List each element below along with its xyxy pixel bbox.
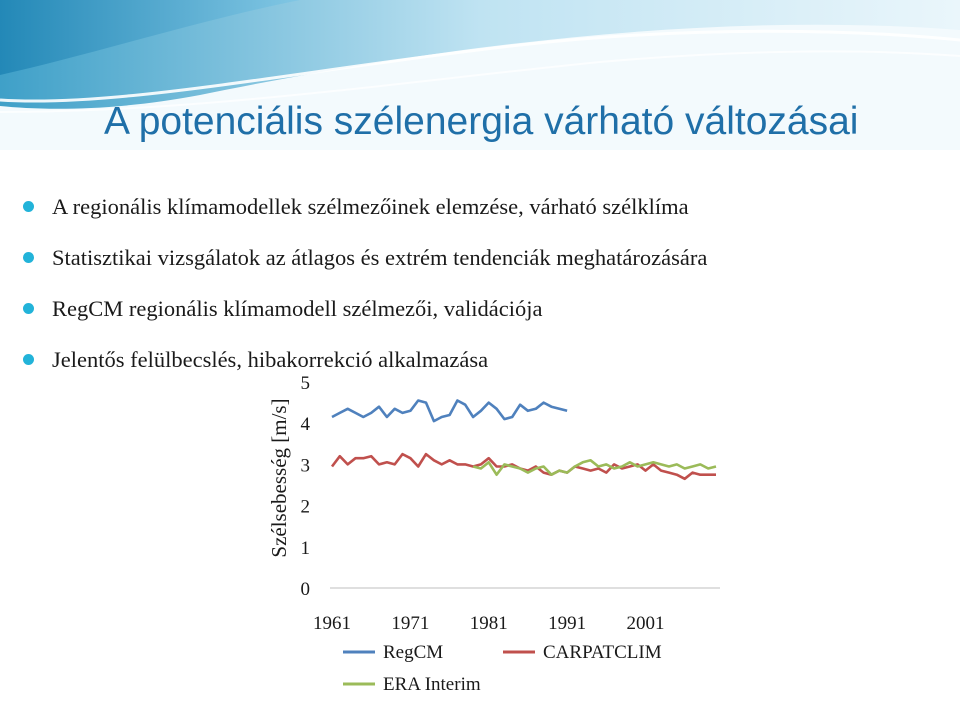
bullet-item: RegCM regionális klímamodell szélmezői, … — [0, 292, 707, 343]
series-line-era-interim — [472, 459, 717, 476]
bullet-text: RegCM regionális klímamodell szélmezői, … — [52, 296, 543, 321]
x-tick-label: 1981 — [470, 613, 508, 634]
bullet-dot-icon — [23, 252, 34, 263]
y-tick-labels: 0 1 2 3 4 5 — [301, 373, 311, 600]
bullet-text: Jelentős felülbecslés, hibakorrekció alk… — [52, 347, 489, 372]
y-tick-label: 5 — [301, 373, 311, 394]
bullet-dot-icon — [23, 354, 34, 365]
x-tick-label: 1961 — [313, 613, 351, 634]
legend: RegCM CARPATCLIM ERA Interim — [343, 642, 662, 695]
bullet-text: A regionális klímamodellek szélmezőinek … — [52, 194, 689, 219]
bullet-item: A regionális klímamodellek szélmezőinek … — [0, 190, 707, 241]
bullet-list: A regionális klímamodellek szélmezőinek … — [0, 190, 707, 394]
bullet-item: Jelentős felülbecslés, hibakorrekció alk… — [0, 343, 707, 394]
x-tick-label: 1971 — [391, 613, 429, 634]
x-tick-labels: 1961 1971 1981 1991 2001 — [313, 613, 664, 634]
series-line-regcm — [331, 399, 568, 423]
title-banner — [0, 0, 960, 150]
y-tick-label: 1 — [301, 538, 311, 559]
bullet-dot-icon — [23, 303, 34, 314]
y-tick-label: 0 — [301, 579, 311, 600]
x-tick-label: 1991 — [548, 613, 586, 634]
legend-label: RegCM — [383, 642, 443, 663]
y-tick-label: 4 — [301, 414, 311, 435]
bullet-text: Statisztikai vizsgálatok az átlagos és e… — [52, 245, 708, 270]
series-lines — [330, 399, 717, 481]
legend-label: ERA Interim — [383, 674, 481, 695]
legend-label: CARPATCLIM — [543, 642, 662, 663]
bullet-dot-icon — [23, 201, 34, 212]
slide-title: A potenciális szélenergia várható változ… — [104, 100, 859, 143]
bullet-item: Statisztikai vizsgálatok az átlagos és e… — [0, 241, 707, 292]
y-axis-label: Szélsebesség [m/s] — [267, 398, 291, 557]
y-tick-label: 3 — [301, 455, 311, 476]
x-tick-label: 2001 — [626, 613, 664, 634]
y-tick-label: 2 — [301, 497, 311, 518]
series-line-carpatclim — [330, 452, 716, 481]
